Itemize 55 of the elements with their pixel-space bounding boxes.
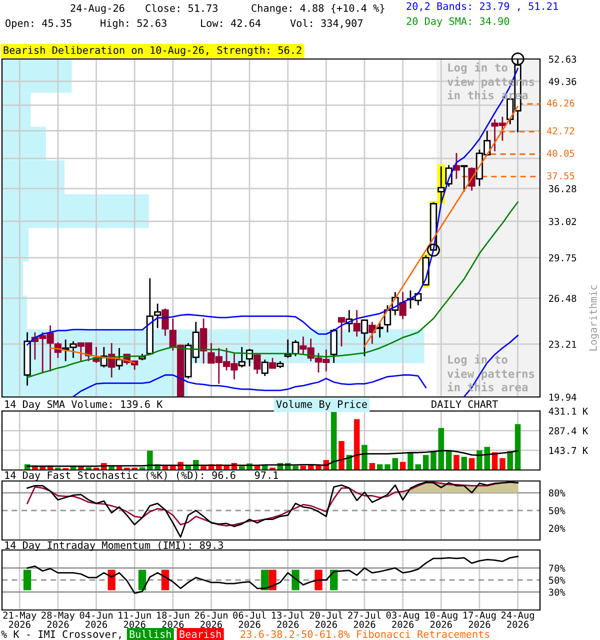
ref-line-label: 46.26 — [546, 100, 574, 107]
x-tick-label: 11-Jun 2026 — [118, 612, 151, 628]
chart-title: 14 Day SMA Volume: 139.6 K — [5, 400, 163, 410]
text: 20,2 Bands: 23.79 , 51.21 — [406, 2, 558, 12]
text: Open: 45.35 — [6, 19, 72, 29]
y-tick-label: 20% — [549, 524, 566, 532]
y-tick-label: 80% — [548, 489, 566, 497]
x-tick-label: 21-May 2026 — [3, 612, 36, 628]
y-tick-label: 49.36 — [548, 78, 576, 86]
x-tick-label: 04-Jun 2026 — [80, 612, 112, 628]
y-tick-label: 52.63 — [548, 56, 576, 63]
text: Close: 51.73 — [146, 4, 218, 12]
y-axis-title: Logarithmic — [589, 285, 599, 351]
text: High: 52.63 — [100, 19, 166, 29]
x-tick-label: 27-Jul 2026 — [348, 611, 381, 628]
text: 20 Day SMA: 34.90 — [406, 17, 510, 27]
text: % K - IMI Crossover, — [1, 630, 121, 640]
chart-title: 14 Day Intraday Momentum (IMI): 89.3 — [5, 541, 223, 551]
y-tick-label: 287.4 K — [549, 427, 588, 434]
x-tick-label: 28-May 2026 — [42, 612, 75, 628]
x-tick-label: 20-Jul 2026 — [310, 611, 342, 628]
text: DAILY CHART — [432, 400, 498, 408]
ref-line-label: 42.72 — [546, 127, 574, 134]
x-tick-label: 06-Jul 2026 — [233, 611, 266, 628]
y-tick-label: 19.94 — [549, 394, 576, 401]
text: Vol: 334,907 — [290, 19, 362, 28]
x-tick-label: 13-Jul 2026 — [272, 611, 304, 628]
x-tick-label: 03-Aug 2026 — [386, 612, 419, 628]
chart-title: Bearish Deliberation on 10-Aug-26, Strength: 56.2 — [4, 46, 302, 56]
y-tick-label: 26.48 — [549, 294, 576, 302]
y-tick-label: 30% — [548, 588, 566, 596]
text: Change: 4.88 {+10.4 %} — [252, 4, 384, 14]
x-tick-label: 26-Jun 2026 — [194, 612, 228, 628]
ref-line-label: 40.05 — [546, 150, 574, 157]
y-tick-label: 70% — [548, 564, 566, 572]
x-tick-label: 10-Aug 2026 — [425, 612, 458, 628]
ref-line-label: 37.55 — [547, 172, 574, 180]
x-tick-label: 17-Aug 2026 — [464, 612, 496, 628]
y-tick-label: 29.75 — [549, 254, 576, 262]
text: Bearish — [180, 630, 221, 638]
y-tick-label: 33.02 — [548, 218, 576, 226]
text: Bullish — [130, 630, 171, 638]
y-tick-label: 431.1 K — [548, 408, 588, 415]
text: 24-Aug-26 — [70, 4, 124, 14]
y-tick-label: 23.21 — [549, 340, 576, 348]
x-tick-label: 24-Aug 2026 — [501, 612, 534, 628]
text: Low: 42.64 — [201, 19, 261, 27]
y-tick-label: 36.28 — [548, 185, 576, 192]
x-tick-label: 18-Jun 2026 — [156, 612, 190, 628]
y-tick-label: 50% — [548, 576, 566, 584]
y-tick-label: 143.7 K — [549, 446, 588, 454]
chart-title: 14 Day Fast Stochastic (%K) (%D): 96.6 97.1 — [5, 471, 278, 481]
text: 23.6-38.2-50-61.8% Fibonacci Retracements — [240, 630, 490, 638]
text: Volume By Price — [276, 400, 367, 410]
y-tick-label: 50% — [548, 507, 566, 514]
